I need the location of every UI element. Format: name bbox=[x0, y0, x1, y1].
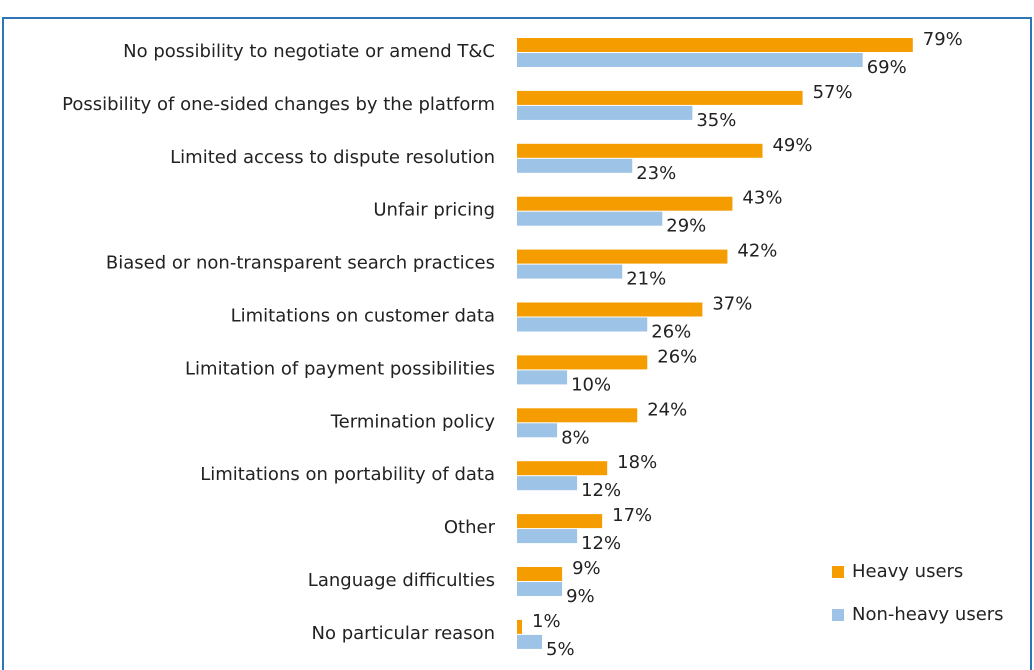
bar bbox=[517, 567, 563, 581]
bar bbox=[517, 196, 733, 211]
data-label: 5% bbox=[546, 639, 575, 660]
bar bbox=[517, 619, 523, 634]
bar bbox=[517, 582, 563, 596]
legend-label: Heavy users bbox=[852, 561, 963, 582]
bar bbox=[517, 105, 693, 120]
bar bbox=[517, 370, 568, 385]
category-label: Biased or non-transparent search practic… bbox=[106, 253, 495, 274]
category-label: Limitation of payment possibilities bbox=[185, 358, 495, 379]
data-label: 26% bbox=[657, 346, 697, 367]
data-label: 24% bbox=[647, 399, 687, 420]
data-label: 9% bbox=[572, 558, 601, 579]
data-label: 69% bbox=[867, 57, 907, 78]
bar bbox=[517, 158, 633, 173]
data-label: 10% bbox=[571, 374, 611, 395]
data-label: 17% bbox=[612, 505, 652, 526]
bar bbox=[517, 476, 578, 491]
chart-border bbox=[2, 17, 1032, 670]
data-label: 26% bbox=[651, 322, 691, 343]
bar bbox=[517, 529, 578, 544]
bar bbox=[517, 408, 638, 423]
bar bbox=[517, 302, 703, 317]
data-label: 79% bbox=[923, 29, 963, 50]
bar bbox=[517, 461, 608, 476]
bar bbox=[517, 38, 913, 52]
data-label: 37% bbox=[712, 294, 752, 315]
data-label: 12% bbox=[581, 480, 621, 501]
bar bbox=[517, 249, 728, 264]
data-label: 8% bbox=[561, 427, 590, 448]
category-label: Limited access to dispute resolution bbox=[170, 147, 495, 168]
data-label: 57% bbox=[813, 82, 853, 103]
bar bbox=[517, 423, 558, 438]
category-label: Possibility of one-sided changes by the … bbox=[62, 94, 495, 115]
data-label: 1% bbox=[532, 611, 561, 632]
bar bbox=[517, 264, 623, 279]
data-label: 9% bbox=[566, 586, 595, 607]
bar bbox=[517, 90, 803, 105]
data-label: 35% bbox=[696, 110, 736, 131]
category-label: Limitations on customer data bbox=[231, 306, 495, 327]
category-label: Limitations on portability of data bbox=[200, 464, 495, 485]
category-label: Termination policy bbox=[330, 411, 496, 432]
bar bbox=[517, 514, 603, 529]
legend-swatch bbox=[832, 609, 844, 621]
bar bbox=[517, 53, 863, 67]
data-label: 42% bbox=[737, 241, 777, 262]
bar bbox=[517, 211, 663, 226]
data-label: 29% bbox=[666, 216, 706, 237]
bar bbox=[517, 634, 543, 649]
bar bbox=[517, 143, 763, 158]
data-label: 49% bbox=[772, 135, 812, 156]
category-label: Unfair pricing bbox=[373, 200, 495, 221]
category-label: No possibility to negotiate or amend T&C bbox=[123, 41, 495, 62]
data-label: 43% bbox=[742, 188, 782, 209]
category-label: No particular reason bbox=[312, 623, 495, 644]
data-label: 23% bbox=[636, 163, 676, 184]
data-label: 21% bbox=[626, 269, 666, 290]
data-label: 12% bbox=[581, 533, 621, 554]
legend-swatch bbox=[832, 566, 844, 578]
category-label: Other bbox=[444, 517, 496, 538]
bar bbox=[517, 317, 648, 332]
bar bbox=[517, 355, 648, 370]
legend-label: Non-heavy users bbox=[852, 604, 1004, 625]
data-label: 18% bbox=[617, 452, 657, 473]
category-label: Language difficulties bbox=[308, 570, 495, 591]
